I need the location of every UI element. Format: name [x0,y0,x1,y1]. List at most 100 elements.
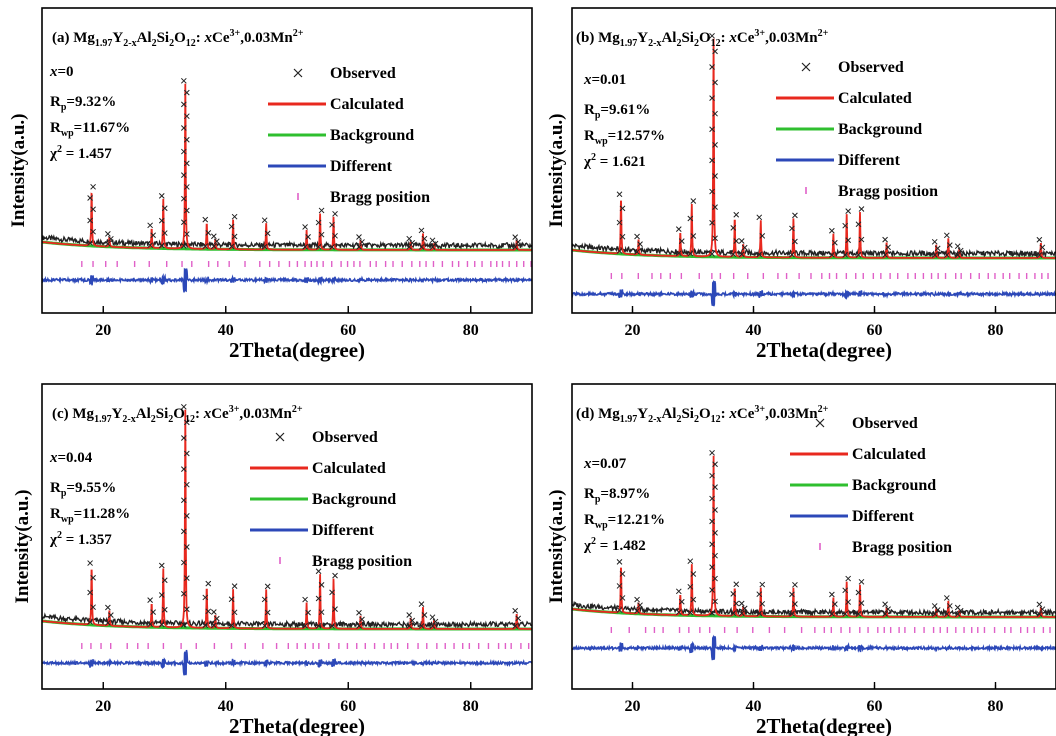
observed-point [108,612,114,618]
observed-point [709,564,715,570]
observed-point [789,251,795,258]
observed-point [675,588,682,595]
observed-point [712,461,718,468]
observed-point [180,195,187,202]
observed-point [943,611,950,617]
observed-point [616,191,623,198]
observed-point [183,160,190,167]
observed-point [943,595,950,601]
observed-point [730,610,737,617]
observed-point [180,528,187,535]
observed-point [180,466,187,472]
observed-point [738,610,745,617]
observed-point [842,610,849,617]
observed-point [356,609,362,616]
rwp-label: Rwp=12.57% [584,128,665,147]
legend-label-calculated: Calculated [838,90,912,107]
observed-point [261,596,268,603]
observed-point [90,228,96,235]
observed-point [709,126,715,133]
observed-point [712,598,718,605]
observed-point [634,248,640,255]
observed-point [418,244,425,250]
chi2-label: χ2 = 1.357 [49,530,112,548]
legend-label-bragg: Bragg position [330,189,430,206]
observed-point [180,77,187,84]
difference-curve [572,634,1056,661]
observed-point [210,622,217,629]
chart-panel-c: 20 40 60 80 2Theta(degree) Intensity(a.u.) (c)… [12,383,533,736]
observed-point [315,568,322,575]
observed-point [180,497,187,504]
observed-point [161,205,168,212]
observed-points [616,32,1046,258]
observed-point [709,495,715,502]
observed-point [183,89,190,96]
legend: Observed Calculated Background Different Bra… [268,65,430,206]
observed-point [180,435,187,441]
observed-point [87,195,93,201]
panel-title: (d) Mg1.97Y2-xAl2Si2O12: xCe3+,0.03Mn2+ [576,404,829,425]
observed-point [228,243,235,250]
observed-point [318,207,325,214]
panel-title: (c) Mg1.97Y2-xAl2Si2O12: xCe3+,0.03Mn2+ [52,404,303,425]
legend-label-observed: Observed [852,415,918,432]
observed-point [789,610,795,617]
observed-point [931,611,938,617]
x-value-label: x=0 [49,64,74,80]
plot-area [42,403,532,676]
observed-point [329,221,335,228]
bragg-ticks [610,627,1051,633]
legend-label-background: Background [312,491,396,508]
observed-point [712,507,718,513]
observed-point [87,240,93,246]
observed-point [712,141,718,148]
x-tick-label: 20 [95,322,111,339]
observed-point [202,622,209,629]
difference-curve [42,649,532,676]
plot-frame [41,383,533,690]
calculated-curve [42,83,532,251]
legend-marker-observed [293,68,303,78]
observed-point [712,110,718,117]
observed-point [637,602,643,609]
panel-title: (a) Mg1.97Y2-xAl2Si2O12: xCe3+,0.03Mn2+ [52,28,304,49]
difference-curve [572,279,1056,307]
observed-point [709,219,715,226]
observed-point [634,233,640,240]
observed-point [406,235,413,242]
observed-point [231,609,238,616]
observed-point [845,575,852,582]
observed-point [231,583,238,589]
observed-point [946,242,953,248]
legend-marker-observed [815,418,825,428]
x-tick-label: 80 [463,698,479,715]
observed-point [158,621,165,628]
panel-title: (b) Mg1.97Y2-xAl2Si2O12: xCe3+,0.03Mn2+ [576,28,829,49]
legend-label-calculated: Calculated [312,460,386,477]
observed-point [305,234,311,240]
legend-label-different: Different [312,522,375,539]
legend-label-bragg: Bragg position [312,553,412,570]
observed-point [158,592,165,598]
observed-point [406,244,413,250]
observed-point [738,600,745,607]
observed-point [616,559,623,565]
observed-point [210,233,217,240]
observed-point [741,244,748,251]
observed-point [687,583,694,590]
observed-point [158,217,165,224]
observed-point [855,610,862,617]
observed-point [709,449,715,456]
observed-point [158,562,165,569]
x-tick-label: 80 [988,698,1004,715]
observed-point [302,224,308,230]
observed-point [356,623,362,629]
observed-point [147,222,153,229]
observed-point [637,241,643,248]
observed-point [931,603,938,609]
observed-point [180,590,187,597]
observed-point [512,623,519,629]
observed-point [87,217,93,224]
